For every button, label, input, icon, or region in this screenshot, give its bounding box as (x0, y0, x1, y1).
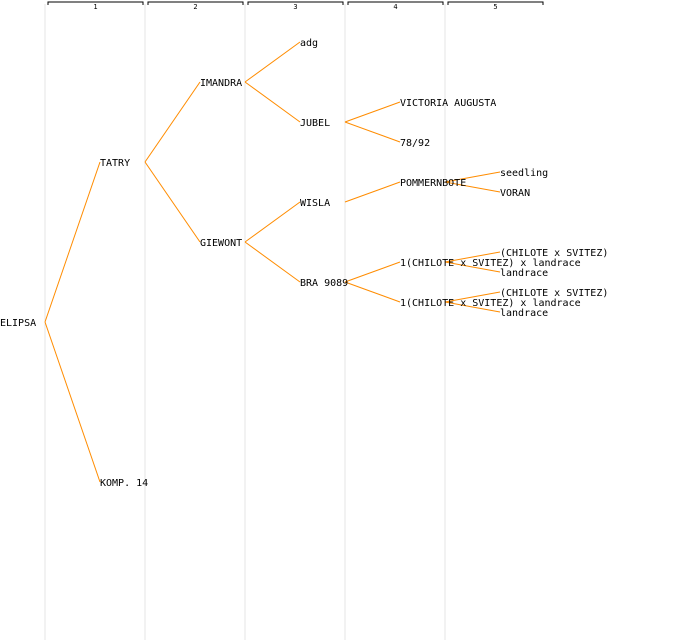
pedigree-edge (144, 81, 201, 163)
pedigree-edge (344, 101, 401, 123)
pedigree-edge (444, 181, 501, 193)
ancestor-label[interactable]: POMMERNBOTE (400, 178, 466, 189)
ancestor-label[interactable]: 78/92 (400, 138, 430, 149)
generation-header-2: 2 (147, 1, 244, 11)
ancestor-label[interactable]: GIEWONT (200, 238, 242, 249)
ancestor-label[interactable]: adg (300, 38, 318, 49)
generation-bracket (47, 1, 144, 5)
ancestor-label[interactable]: seedling (500, 168, 548, 179)
generation-number: 1 (93, 3, 97, 11)
ancestor-label[interactable]: (CHILOTE x SVITEZ) (500, 248, 608, 259)
ancestor-label[interactable]: WISLA (300, 198, 330, 209)
ancestor-label[interactable]: VICTORIA AUGUSTA (400, 98, 496, 109)
generation-bracket (247, 1, 344, 5)
pedigree-edge (444, 291, 501, 303)
generation-bracket (147, 1, 244, 5)
generation-header-5: 5 (447, 1, 544, 11)
pedigree-edge (344, 281, 401, 303)
pedigree-edge (444, 171, 501, 183)
pedigree-edge (144, 161, 201, 243)
generation-header-4: 4 (347, 1, 444, 11)
ancestor-label[interactable]: 1(CHILOTE x SVITEZ) x landrace (400, 298, 581, 309)
generation-number: 3 (293, 3, 297, 11)
generation-header-3: 3 (247, 1, 344, 11)
generation-number: 2 (193, 3, 197, 11)
generation-bracket (447, 1, 544, 5)
ancestor-label[interactable]: landrace (500, 308, 548, 319)
generation-header-1: 1 (47, 1, 144, 11)
ancestor-label[interactable]: KOMP. 14 (100, 478, 148, 489)
pedigree-edge (244, 41, 301, 83)
pedigree-edge (244, 81, 301, 123)
pedigree-edge (44, 321, 101, 483)
pedigree-edge (344, 121, 401, 143)
ancestor-label[interactable]: VORAN (500, 188, 530, 199)
pedigree-edge (444, 261, 501, 273)
generation-bracket (347, 1, 444, 5)
generation-number: 5 (493, 3, 497, 11)
pedigree-edge (344, 261, 401, 283)
ancestor-label[interactable]: TATRY (100, 158, 130, 169)
ancestor-label[interactable]: 1(CHILOTE x SVITEZ) x landrace (400, 258, 581, 269)
root-variety-label[interactable]: ELIPSA (0, 318, 36, 329)
pedigree-edge (444, 251, 501, 263)
generation-number: 4 (393, 3, 397, 11)
ancestor-label[interactable]: (CHILOTE x SVITEZ) (500, 288, 608, 299)
ancestor-label[interactable]: landrace (500, 268, 548, 279)
ancestor-label[interactable]: BRA 9089 (300, 278, 348, 289)
pedigree-edge (44, 161, 101, 323)
pedigree-edge (244, 201, 301, 243)
ancestor-label[interactable]: IMANDRA (200, 78, 242, 89)
pedigree-edge (244, 241, 301, 283)
pedigree-edge (344, 181, 401, 203)
pedigree-edge (444, 301, 501, 313)
ancestor-label[interactable]: JUBEL (300, 118, 330, 129)
